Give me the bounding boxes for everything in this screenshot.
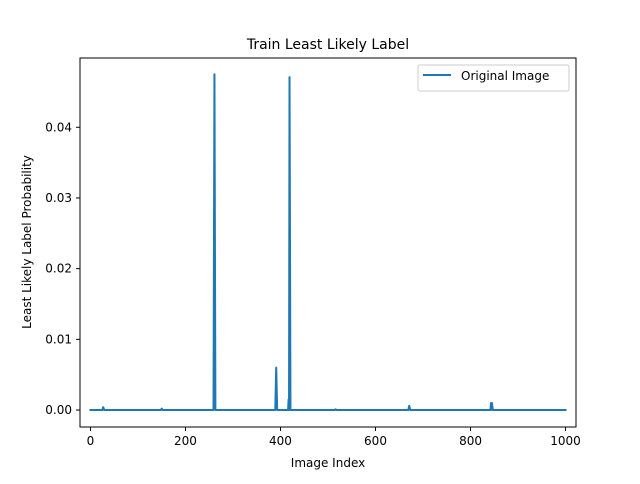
y-tick-label: 0.02 bbox=[45, 262, 72, 276]
x-tick-label: 400 bbox=[269, 434, 292, 448]
plot-area bbox=[89, 73, 567, 412]
series-line-0 bbox=[89, 73, 567, 412]
y-tick-label: 0.04 bbox=[45, 120, 72, 134]
axes-frame bbox=[79, 57, 577, 428]
legend: Original Image bbox=[417, 64, 570, 92]
legend-box bbox=[417, 64, 570, 92]
x-axis-label: Image Index bbox=[291, 456, 365, 470]
x-tick-label: 1000 bbox=[550, 434, 581, 448]
axes bbox=[79, 57, 577, 428]
y-tick-label: 0.01 bbox=[45, 332, 72, 346]
x-tick-label: 800 bbox=[459, 434, 482, 448]
x-tick-label: 600 bbox=[364, 434, 387, 448]
x-tick-label: 200 bbox=[174, 434, 197, 448]
x-tick-label: 0 bbox=[87, 434, 95, 448]
y-axis-label: Least Likely Label Probability bbox=[20, 155, 34, 329]
tick-layer: 0 200 400 600 800 1000 0.00 0.01 0.02 0.03 0.04 bbox=[45, 120, 581, 448]
y-tick-label: 0.00 bbox=[45, 403, 72, 417]
y-tick-label: 0.03 bbox=[45, 191, 72, 205]
legend-label-original-image: Original Image bbox=[461, 69, 549, 83]
chart-title: Train Least Likely Label bbox=[246, 37, 409, 53]
